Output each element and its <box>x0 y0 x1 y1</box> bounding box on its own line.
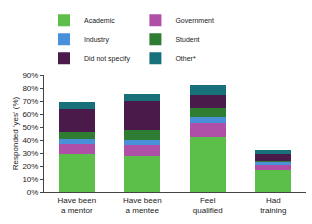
svg-text:50%: 50% <box>22 123 38 132</box>
svg-text:60%: 60% <box>22 110 38 119</box>
svg-text:Have beena mentor: Have beena mentor <box>57 196 96 215</box>
svg-text:80%: 80% <box>22 84 38 93</box>
svg-text:Other*: Other* <box>175 55 196 62</box>
svg-text:30%: 30% <box>22 149 38 158</box>
svg-text:Responded 'yes' (%): Responded 'yes' (%) <box>11 97 20 171</box>
svg-text:Hadtraining: Hadtraining <box>260 196 286 215</box>
svg-text:70%: 70% <box>22 97 38 106</box>
svg-text:Industry: Industry <box>84 36 109 44</box>
svg-text:20%: 20% <box>22 162 38 171</box>
svg-text:10%: 10% <box>22 175 38 184</box>
svg-text:Have beena mentee: Have beena mentee <box>123 196 162 215</box>
svg-text:Academic: Academic <box>84 17 115 24</box>
svg-text:40%: 40% <box>22 136 38 145</box>
svg-text:Did not specify: Did not specify <box>84 55 130 63</box>
svg-text:90%: 90% <box>22 71 38 80</box>
svg-text:Feelqualified: Feelqualified <box>193 196 223 215</box>
svg-text:Student: Student <box>175 36 199 43</box>
svg-text:Government: Government <box>175 17 214 24</box>
svg-text:0%: 0% <box>27 188 39 197</box>
